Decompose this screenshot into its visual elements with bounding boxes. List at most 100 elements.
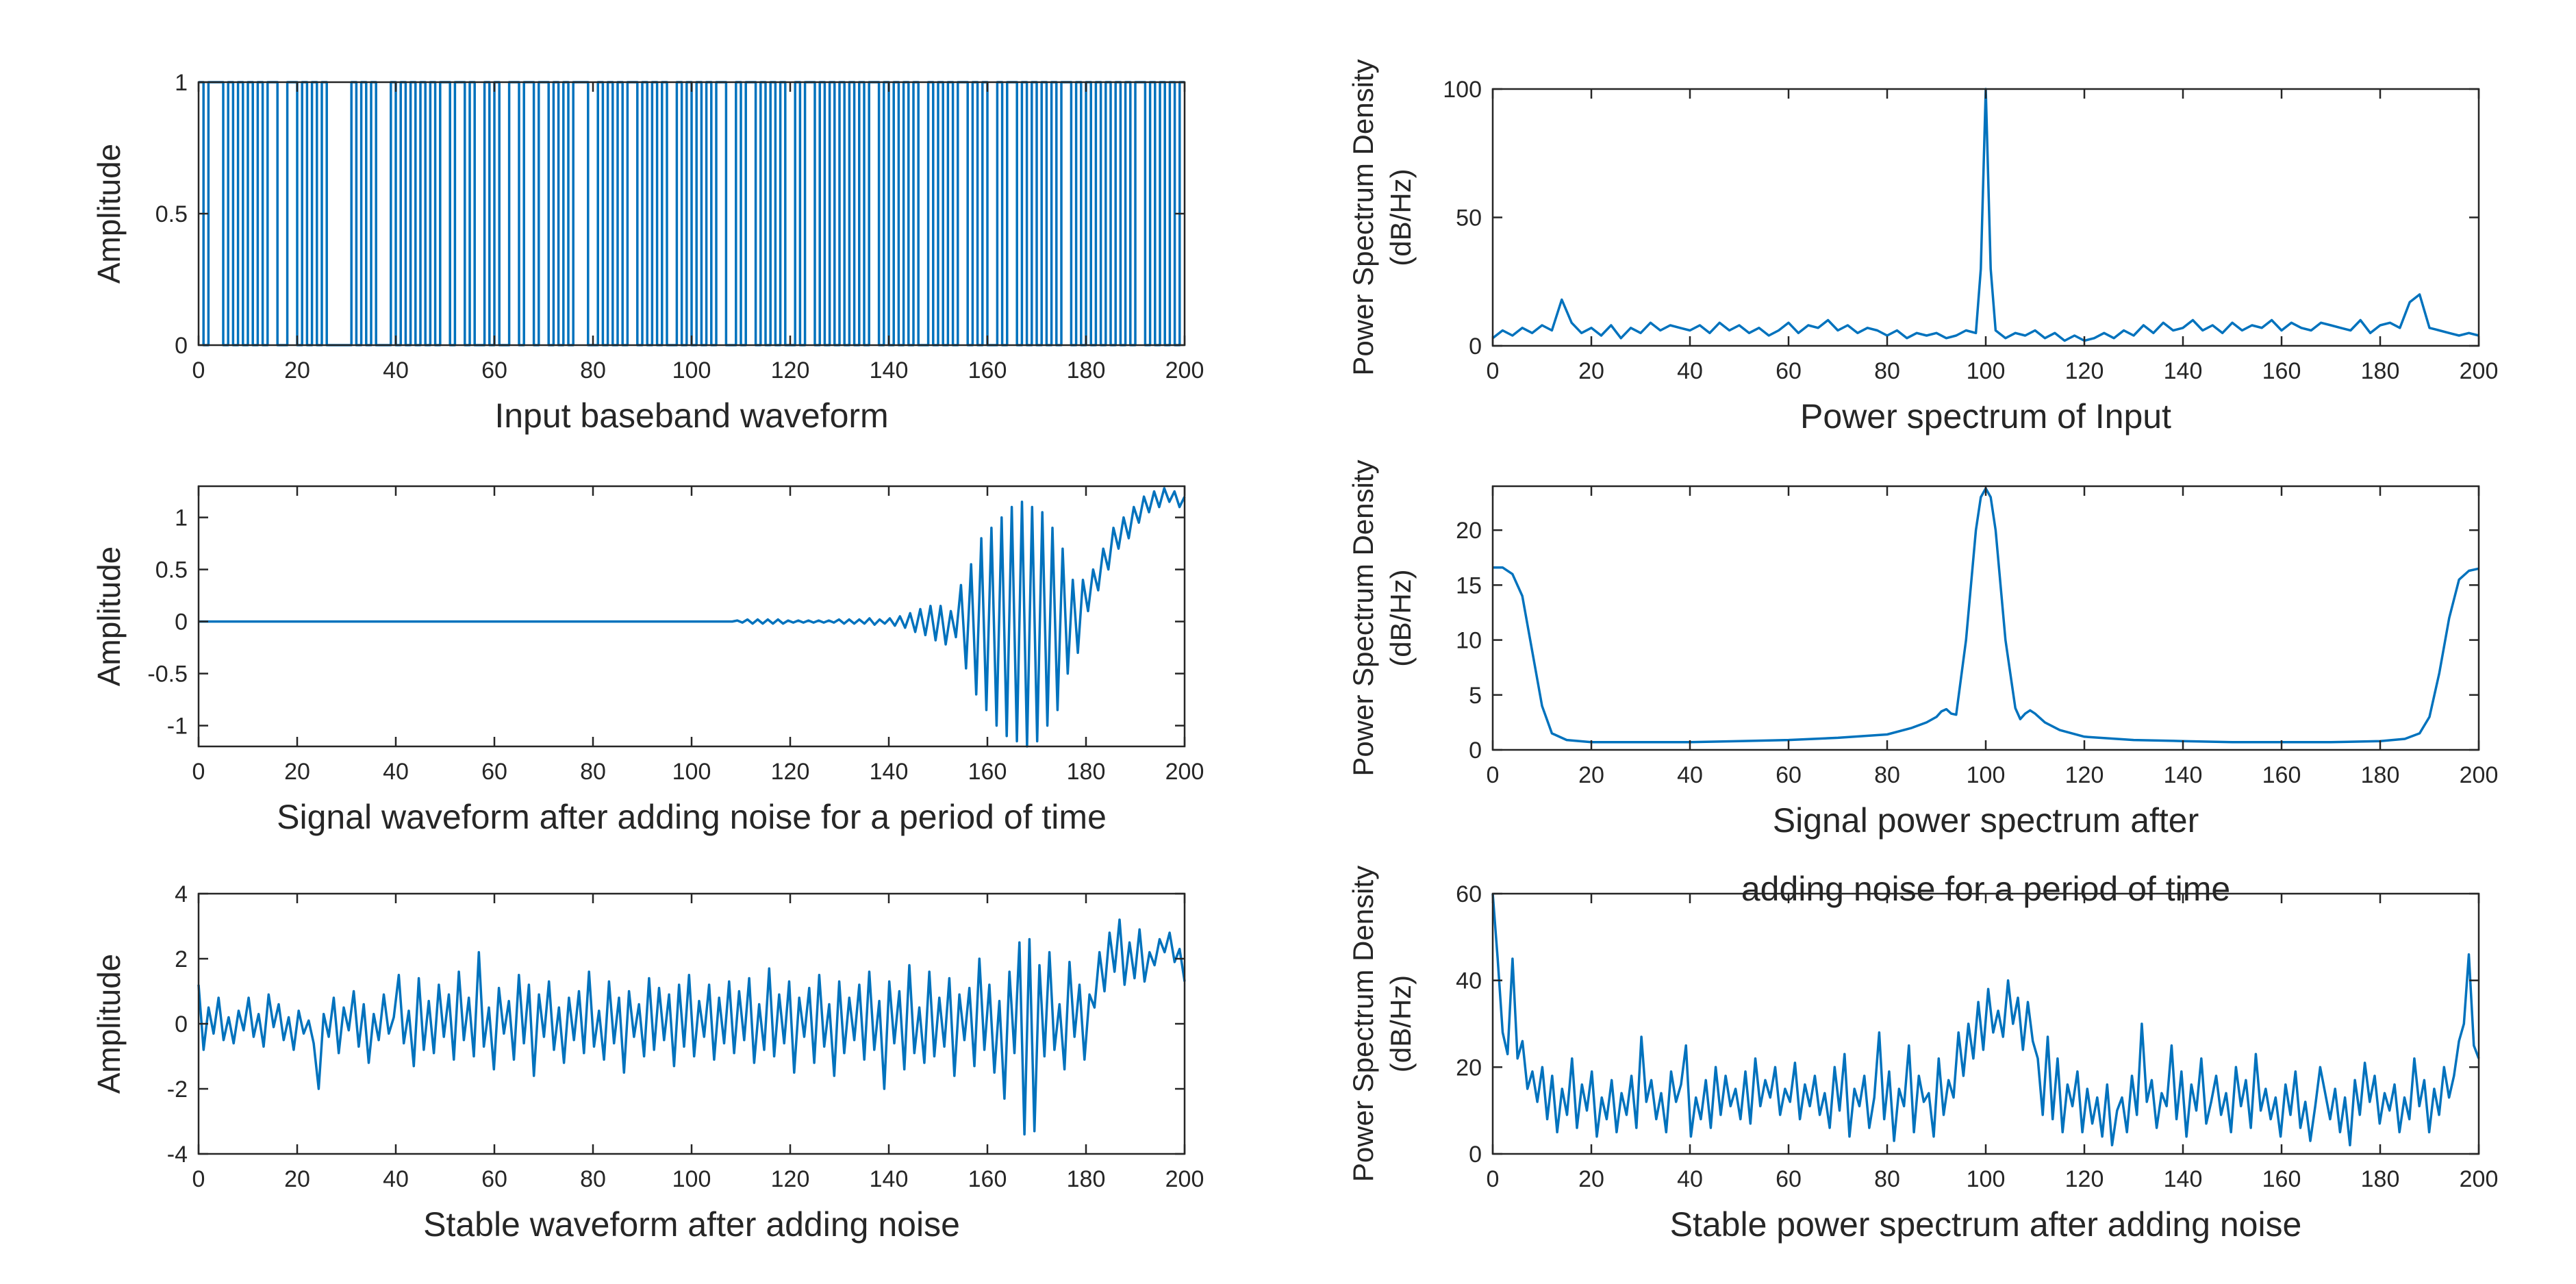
x-tick-label: 40 xyxy=(1677,762,1703,788)
x-tick-label: 80 xyxy=(1874,1166,1900,1192)
x-tick-label: 0 xyxy=(1487,1166,1500,1192)
x-axis-label: Power spectrum of Input xyxy=(1800,397,2171,436)
x-tick-label: 200 xyxy=(1165,759,1204,785)
y-tick-label: 1 xyxy=(175,70,188,96)
x-tick-label: 100 xyxy=(1967,1166,2006,1192)
y-tick-label: 0 xyxy=(1469,738,1482,764)
x-tick-label: 20 xyxy=(284,1166,310,1192)
x-tick-label: 100 xyxy=(1967,358,2006,384)
x-tick-label: 20 xyxy=(1578,762,1604,788)
x-tick-label: 200 xyxy=(1165,1166,1204,1192)
chart-stable_psd: 0 20 40 60 80 100 120 140 160 180 200 0 20 40 60 Stable… xyxy=(1347,866,2498,1244)
y-axis-label: Power Spectrum Density xyxy=(1347,460,1379,776)
y-tick-label: 100 xyxy=(1443,77,1482,103)
chart-noisy: 0 20 40 60 80 100 120 140 160 180 200 -1 -0.5 0 0.5 1 Si… xyxy=(91,485,1204,836)
x-tick-label: 140 xyxy=(870,759,909,785)
x-tick-label: 0 xyxy=(1487,762,1500,788)
y-tick-label: -1 xyxy=(167,714,188,740)
x-tick-label: 180 xyxy=(1067,759,1106,785)
y-tick-label: -4 xyxy=(167,1142,188,1168)
x-tick-label: 180 xyxy=(2361,358,2400,384)
x-tick-label: 140 xyxy=(2164,358,2203,384)
series-line-input_psd xyxy=(1491,88,2479,342)
x-tick-label: 20 xyxy=(284,357,310,383)
y-tick-label: 0.5 xyxy=(155,201,188,227)
y-axis-label: Power Spectrum Density xyxy=(1347,59,1379,375)
y-tick-label: 40 xyxy=(1456,968,1482,994)
x-tick-label: 160 xyxy=(2262,762,2301,788)
x-tick-label: 160 xyxy=(968,759,1007,785)
x-tick-label: 160 xyxy=(968,1166,1007,1192)
x-tick-label: 40 xyxy=(383,1166,409,1192)
y-tick-label: 0.5 xyxy=(155,557,188,583)
y-axis-label: Amplitude xyxy=(91,144,127,284)
y-tick-label: 0 xyxy=(1469,1142,1482,1168)
x-tick-label: 80 xyxy=(580,357,606,383)
series-line-input xyxy=(199,81,1185,347)
series-line-noisy xyxy=(199,487,1186,748)
x-tick-label: 120 xyxy=(2065,762,2104,788)
x-tick-label: 140 xyxy=(2164,1166,2203,1192)
x-tick-label: 120 xyxy=(2065,358,2104,384)
chart-stable: 0 20 40 60 80 100 120 140 160 180 200 -4 -2 0 2 4 Stable… xyxy=(91,881,1204,1244)
x-tick-label: 120 xyxy=(771,759,810,785)
x-tick-label: 80 xyxy=(1874,358,1900,384)
x-tick-label: 60 xyxy=(1776,762,1802,788)
x-tick-label: 0 xyxy=(1487,358,1500,384)
x-tick-label: 180 xyxy=(2361,762,2400,788)
y-tick-label: 0 xyxy=(175,1011,188,1037)
x-tick-label: 60 xyxy=(481,759,507,785)
axes-box-noisy_psd xyxy=(1491,485,2480,751)
y-axis-label: Amplitude xyxy=(91,546,127,687)
x-tick-label: 60 xyxy=(1776,1166,1802,1192)
x-tick-label: 200 xyxy=(1165,357,1204,383)
x-tick-label: 0 xyxy=(192,1166,205,1192)
x-axis-label: Stable waveform after adding noise xyxy=(423,1205,960,1244)
x-tick-label: 120 xyxy=(771,1166,810,1192)
x-tick-label: 120 xyxy=(771,357,810,383)
x-axis-label: Input baseband waveform xyxy=(494,396,888,435)
x-tick-label: 20 xyxy=(1578,358,1604,384)
x-tick-label: 40 xyxy=(383,759,409,785)
y-axis-label: (dB/Hz) xyxy=(1385,168,1417,266)
x-tick-label: 60 xyxy=(481,1166,507,1192)
series-line-noisy_psd xyxy=(1493,487,2479,744)
y-tick-label: 50 xyxy=(1456,205,1482,231)
y-tick-label: 0 xyxy=(1469,333,1482,360)
x-tick-label: 40 xyxy=(1677,358,1703,384)
x-tick-label: 100 xyxy=(672,357,711,383)
x-tick-label: 100 xyxy=(672,1166,711,1192)
x-tick-label: 140 xyxy=(2164,762,2203,788)
x-tick-label: 200 xyxy=(2460,1166,2499,1192)
x-tick-label: 180 xyxy=(1067,1166,1106,1192)
y-tick-label: 1 xyxy=(175,505,188,531)
y-tick-label: 2 xyxy=(175,946,188,972)
x-tick-label: 160 xyxy=(2262,1166,2301,1192)
y-axis-label: Amplitude xyxy=(91,954,127,1094)
x-tick-label: 60 xyxy=(481,357,507,383)
y-tick-label: -2 xyxy=(167,1077,188,1103)
y-tick-label: 0 xyxy=(175,333,188,359)
x-tick-label: 200 xyxy=(2460,762,2499,788)
x-tick-label: 80 xyxy=(1874,762,1900,788)
x-tick-label: 20 xyxy=(1578,1166,1604,1192)
x-tick-label: 160 xyxy=(2262,358,2301,384)
y-tick-label: 10 xyxy=(1456,628,1482,654)
x-tick-label: 20 xyxy=(284,759,310,785)
x-tick-label: 40 xyxy=(383,357,409,383)
x-tick-label: 0 xyxy=(192,759,205,785)
x-axis-label: Stable power spectrum after adding noise xyxy=(1670,1205,2302,1244)
x-tick-label: 0 xyxy=(192,357,205,383)
y-axis-label: (dB/Hz) xyxy=(1385,569,1417,666)
y-tick-label: 20 xyxy=(1456,518,1482,544)
x-tick-label: 140 xyxy=(870,357,909,383)
x-axis-label: Signal power spectrum after xyxy=(1773,801,2199,840)
chart-input_psd: 0 20 40 60 80 100 120 140 160 180 200 0 50 100 Power s… xyxy=(1347,59,2498,436)
x-tick-label: 60 xyxy=(1776,358,1802,384)
y-tick-label: 4 xyxy=(175,881,188,907)
x-tick-label: 100 xyxy=(672,759,711,785)
series-line-stable_psd xyxy=(1491,893,2480,1147)
y-tick-label: -0.5 xyxy=(147,662,188,688)
x-tick-label: 160 xyxy=(968,357,1007,383)
